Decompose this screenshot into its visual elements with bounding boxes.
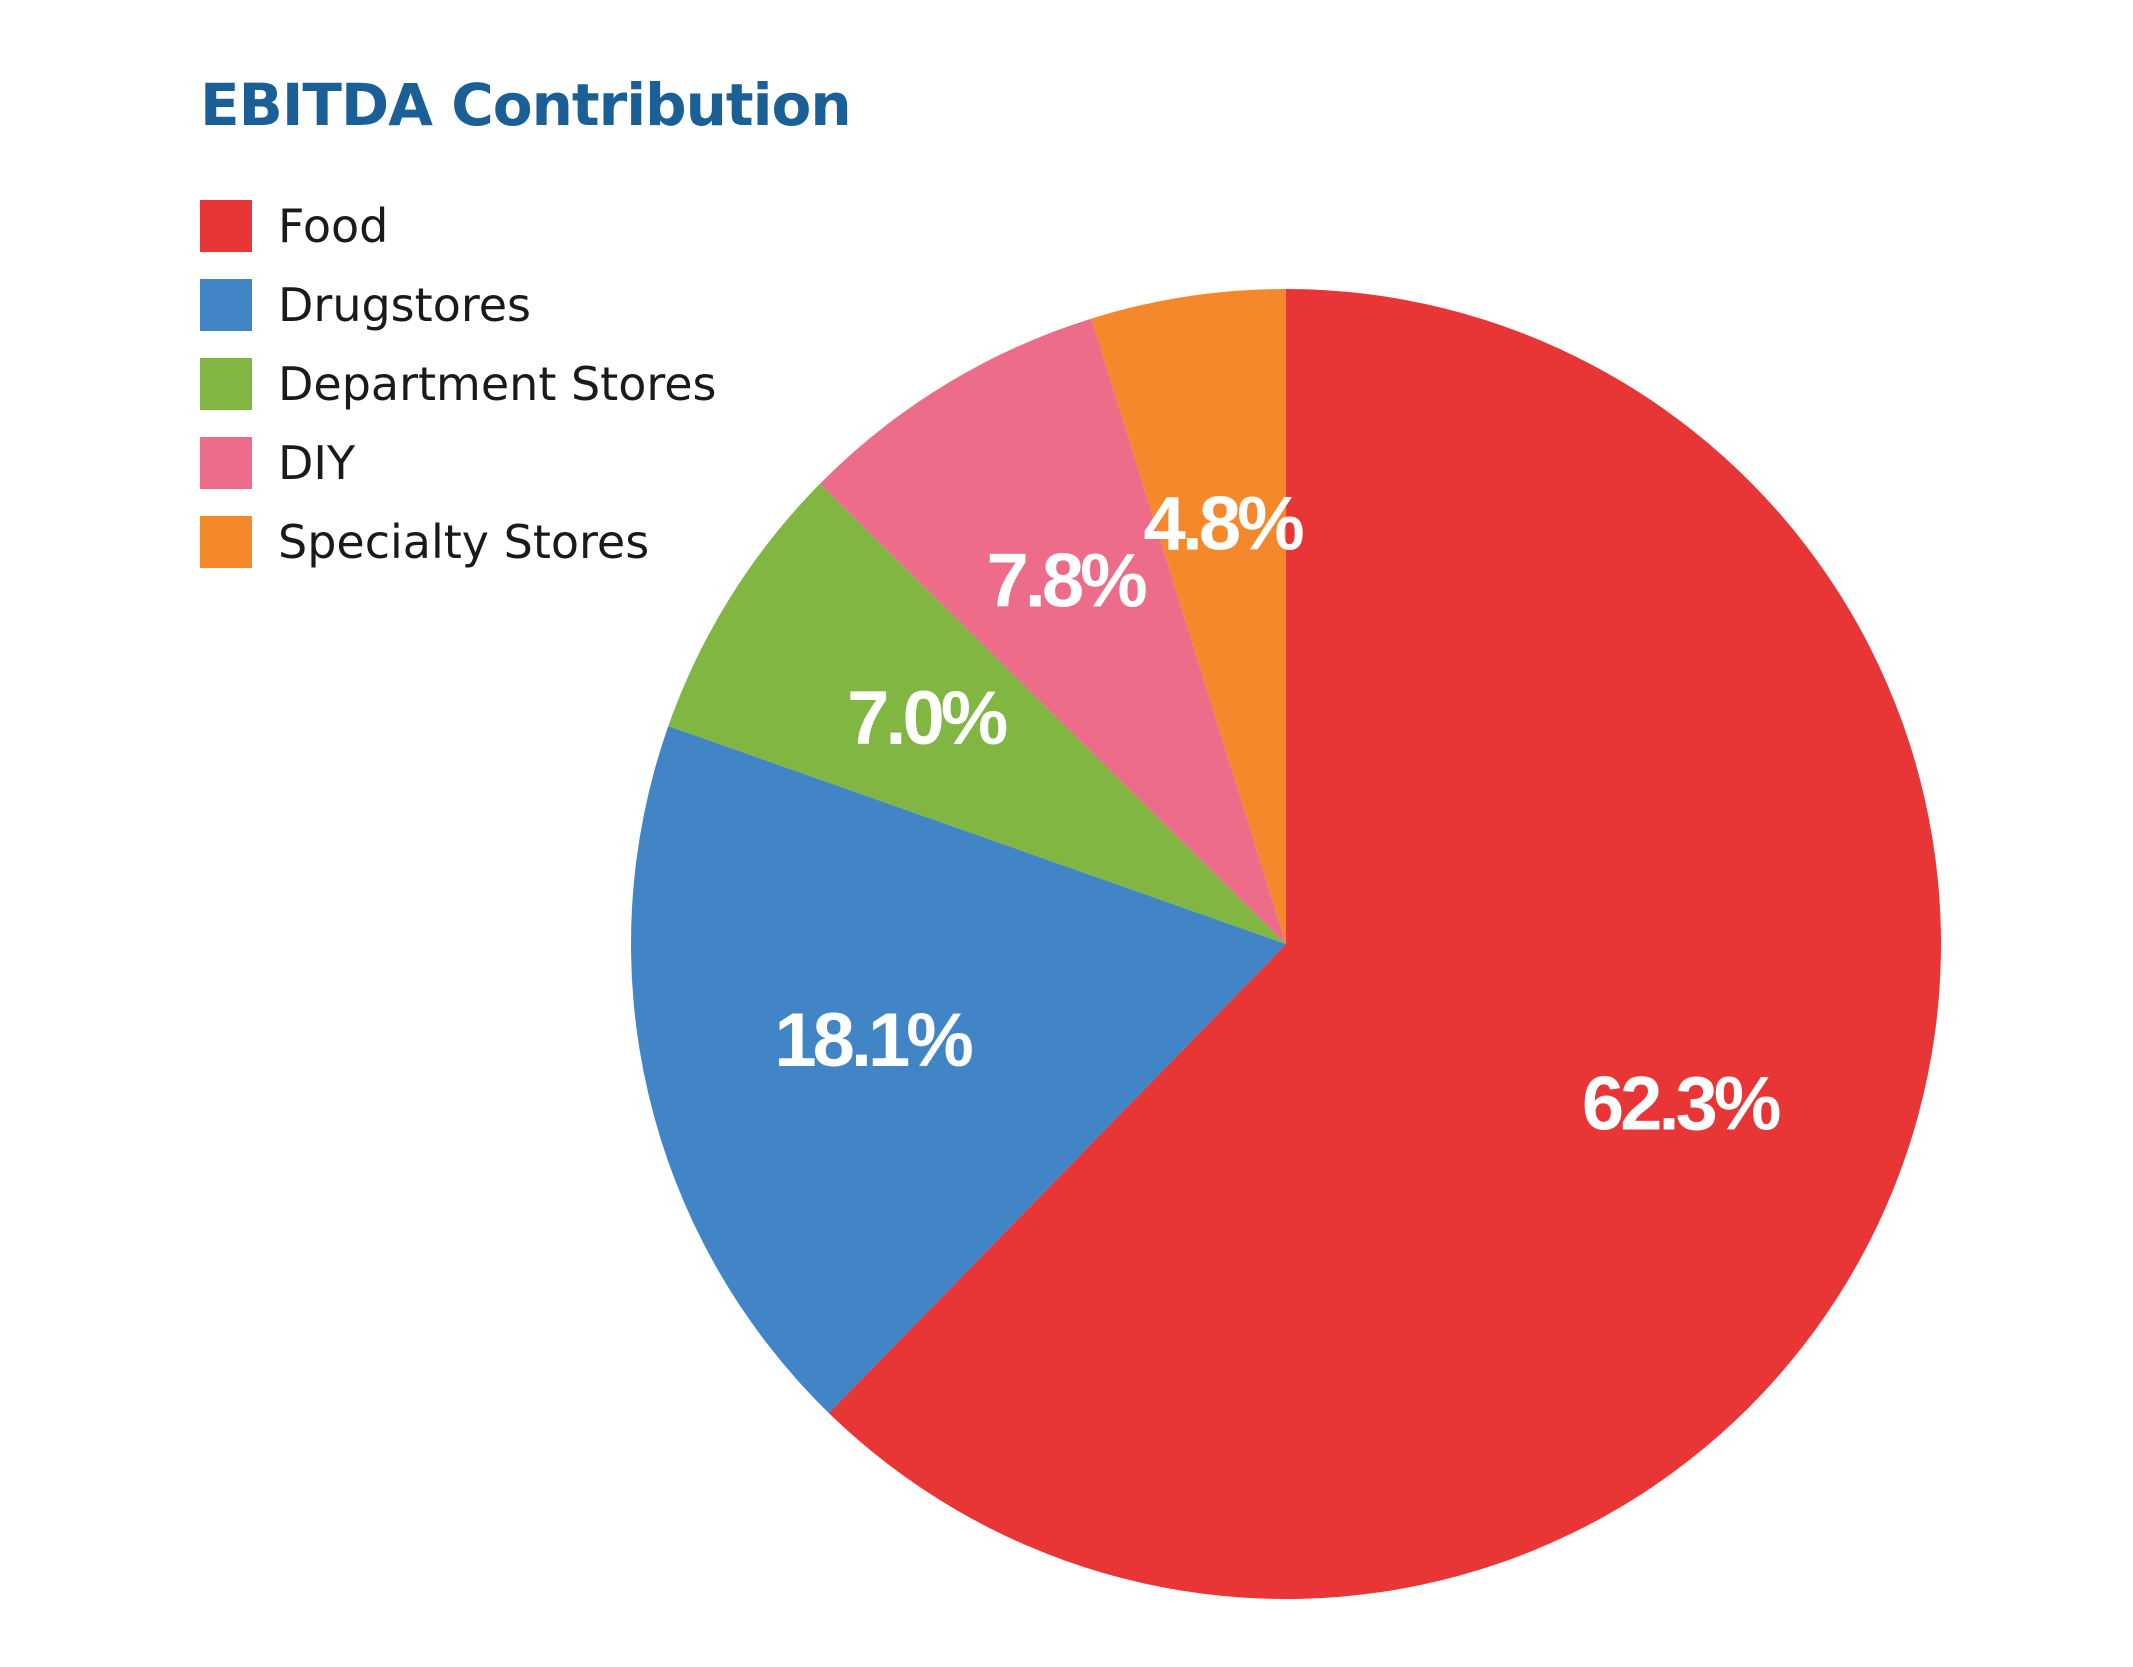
legend-label-food: Food — [278, 199, 389, 253]
pie-slice-diy — [819, 318, 1286, 944]
legend-swatch-drugstores — [200, 279, 252, 331]
legend-item-drugstores: Drugstores — [200, 278, 717, 332]
pie-slice-food — [828, 289, 1941, 1600]
pie-slice-specialty-stores — [1091, 289, 1286, 944]
legend-item-diy: DIY — [200, 436, 717, 490]
pie-labels: 62.3% 18.1% 7.0% 7.8%4.8% — [774, 481, 1783, 1147]
legend: Food Drugstores Department Stores DIY Sp… — [200, 199, 717, 595]
slice-label-food: 62.3% — [1582, 1062, 1780, 1147]
legend-label-specialty-stores: Specialty Stores — [278, 515, 650, 569]
legend-item-department-stores: Department Stores — [200, 357, 717, 411]
legend-swatch-diy — [200, 437, 252, 489]
slice-label-department-stores: 7.0% — [847, 676, 1007, 761]
legend-label-drugstores: Drugstores — [278, 278, 531, 332]
slice-label-diy: 7.8% — [986, 538, 1146, 623]
legend-item-specialty-stores: Specialty Stores — [200, 515, 717, 569]
legend-swatch-specialty-stores — [200, 516, 252, 568]
chart-title: EBITDA Contribution — [200, 71, 852, 139]
legend-swatch-department-stores — [200, 358, 252, 410]
pie-slice-drugstores — [630, 726, 1286, 1413]
legend-swatch-food — [200, 200, 252, 252]
slice-label-drugstores: 18.1% — [774, 998, 972, 1083]
pie-slice-department-stores — [668, 483, 1286, 944]
legend-item-food: Food — [200, 199, 717, 253]
pie-slices — [630, 289, 1941, 1600]
slice-label-specialty-stores: 4.8% — [1144, 481, 1304, 566]
legend-label-diy: DIY — [278, 436, 356, 490]
legend-label-department-stores: Department Stores — [278, 357, 717, 411]
